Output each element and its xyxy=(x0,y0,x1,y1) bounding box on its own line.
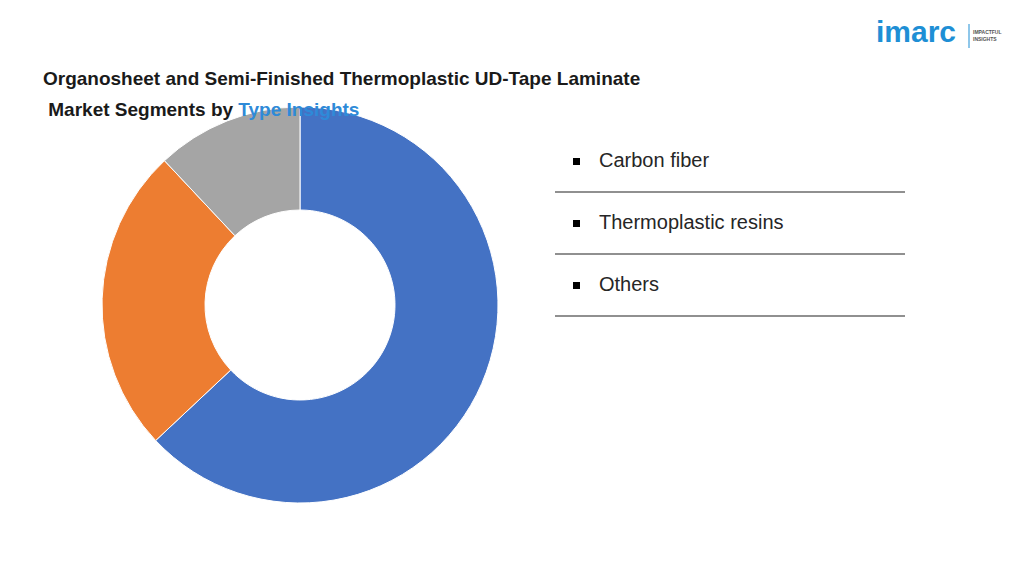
svg-text:Carbon fiber: Carbon fiber xyxy=(599,149,709,171)
svg-text:Market Segments by: Market Segments by xyxy=(43,99,238,120)
svg-text:Others: Others xyxy=(599,273,659,295)
svg-text:Organosheet and Semi-Finished: Organosheet and Semi-Finished Thermoplas… xyxy=(43,68,640,89)
svg-text:imarc: imarc xyxy=(876,15,956,48)
svg-text:INSIGHTS: INSIGHTS xyxy=(973,36,997,42)
svg-text:IMPACTFUL: IMPACTFUL xyxy=(973,29,1002,35)
svg-text:Type Insights: Type Insights xyxy=(238,99,359,120)
svg-text:Thermoplastic resins: Thermoplastic resins xyxy=(599,211,784,233)
